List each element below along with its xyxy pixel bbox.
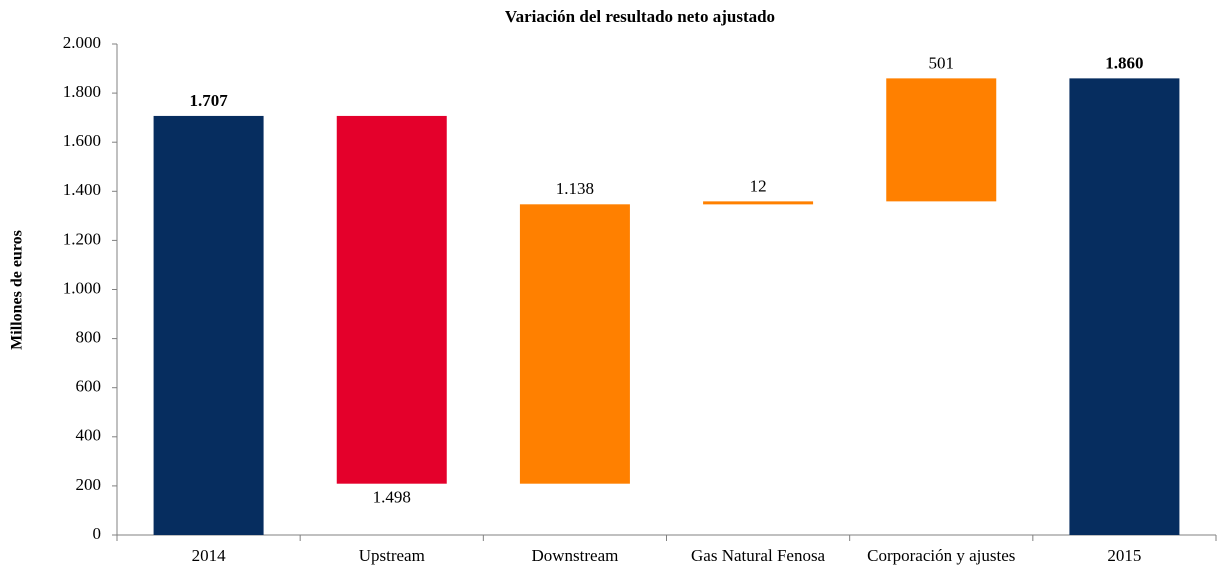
x-tick-label: 2015 — [1107, 546, 1141, 565]
y-tick-label: 200 — [76, 475, 102, 494]
bar — [336, 115, 447, 484]
value-label: 1.860 — [1105, 53, 1143, 72]
y-tick-label: 1.400 — [63, 180, 101, 199]
y-tick-label: 2.000 — [63, 33, 101, 52]
x-tick-label: Gas Natural Fenosa — [691, 546, 826, 565]
value-label: 1.707 — [189, 91, 228, 110]
bar — [703, 201, 814, 205]
bar — [519, 204, 630, 484]
value-label: 1.498 — [373, 488, 411, 507]
y-tick-label: 0 — [93, 524, 102, 543]
y-tick-label: 800 — [76, 328, 102, 347]
value-label: 12 — [750, 176, 767, 195]
value-label: 1.138 — [556, 179, 594, 198]
x-tick-label: Upstream — [359, 546, 425, 565]
y-tick-label: 600 — [76, 377, 102, 396]
y-tick-label: 1.800 — [63, 82, 101, 101]
bar — [1069, 78, 1180, 536]
bar — [886, 78, 997, 202]
y-tick-label: 400 — [76, 426, 102, 445]
x-tick-label: 2014 — [192, 546, 227, 565]
bar — [153, 115, 264, 535]
y-axis-label: Millones de euros — [9, 230, 26, 350]
x-tick-label: Corporación y ajustes — [867, 546, 1015, 565]
y-tick-label: 1.000 — [63, 278, 101, 297]
y-tick-label: 1.200 — [63, 229, 101, 248]
chart-title: Variación del resultado neto ajustado — [505, 7, 775, 26]
value-label: 501 — [929, 53, 955, 72]
y-tick-label: 1.600 — [63, 131, 101, 150]
x-tick-label: Downstream — [531, 546, 618, 565]
